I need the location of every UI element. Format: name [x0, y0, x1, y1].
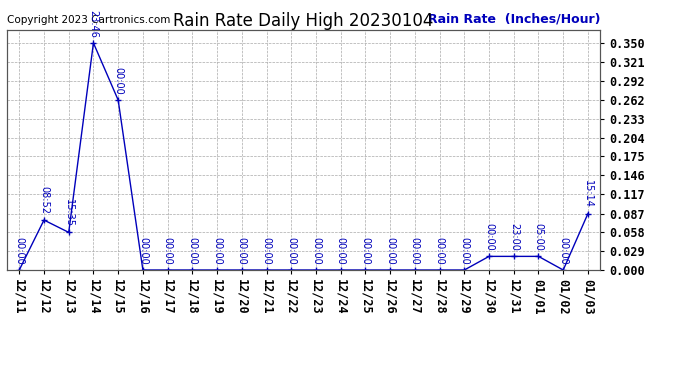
Text: 08:52: 08:52	[39, 186, 49, 214]
Text: 00:00: 00:00	[435, 237, 444, 264]
Text: 00:00: 00:00	[311, 237, 321, 264]
Text: 00:00: 00:00	[385, 237, 395, 264]
Text: 00:00: 00:00	[237, 237, 247, 264]
Text: 00:00: 00:00	[484, 223, 494, 251]
Text: 15:35: 15:35	[63, 199, 74, 227]
Text: 00:00: 00:00	[113, 67, 123, 94]
Text: 00:00: 00:00	[360, 237, 371, 264]
Text: 00:00: 00:00	[14, 237, 24, 264]
Text: 00:00: 00:00	[262, 237, 271, 264]
Text: 00:00: 00:00	[410, 237, 420, 264]
Title: Rain Rate Daily High 20230104: Rain Rate Daily High 20230104	[173, 12, 434, 30]
Text: 00:00: 00:00	[212, 237, 222, 264]
Text: 05:00: 05:00	[533, 223, 544, 251]
Text: Copyright 2023 Cartronics.com: Copyright 2023 Cartronics.com	[7, 15, 170, 25]
Text: 00:00: 00:00	[336, 237, 346, 264]
Text: 23:00: 23:00	[509, 223, 519, 251]
Text: 00:00: 00:00	[138, 237, 148, 264]
Text: 00:00: 00:00	[460, 237, 469, 264]
Text: 00:00: 00:00	[286, 237, 296, 264]
Text: 00:00: 00:00	[163, 237, 172, 264]
Text: 15:14: 15:14	[583, 180, 593, 208]
Text: Rain Rate  (Inches/Hour): Rain Rate (Inches/Hour)	[428, 12, 600, 25]
Text: 00:00: 00:00	[188, 237, 197, 264]
Text: 00:00: 00:00	[558, 237, 568, 264]
Text: 23:46: 23:46	[88, 9, 99, 38]
